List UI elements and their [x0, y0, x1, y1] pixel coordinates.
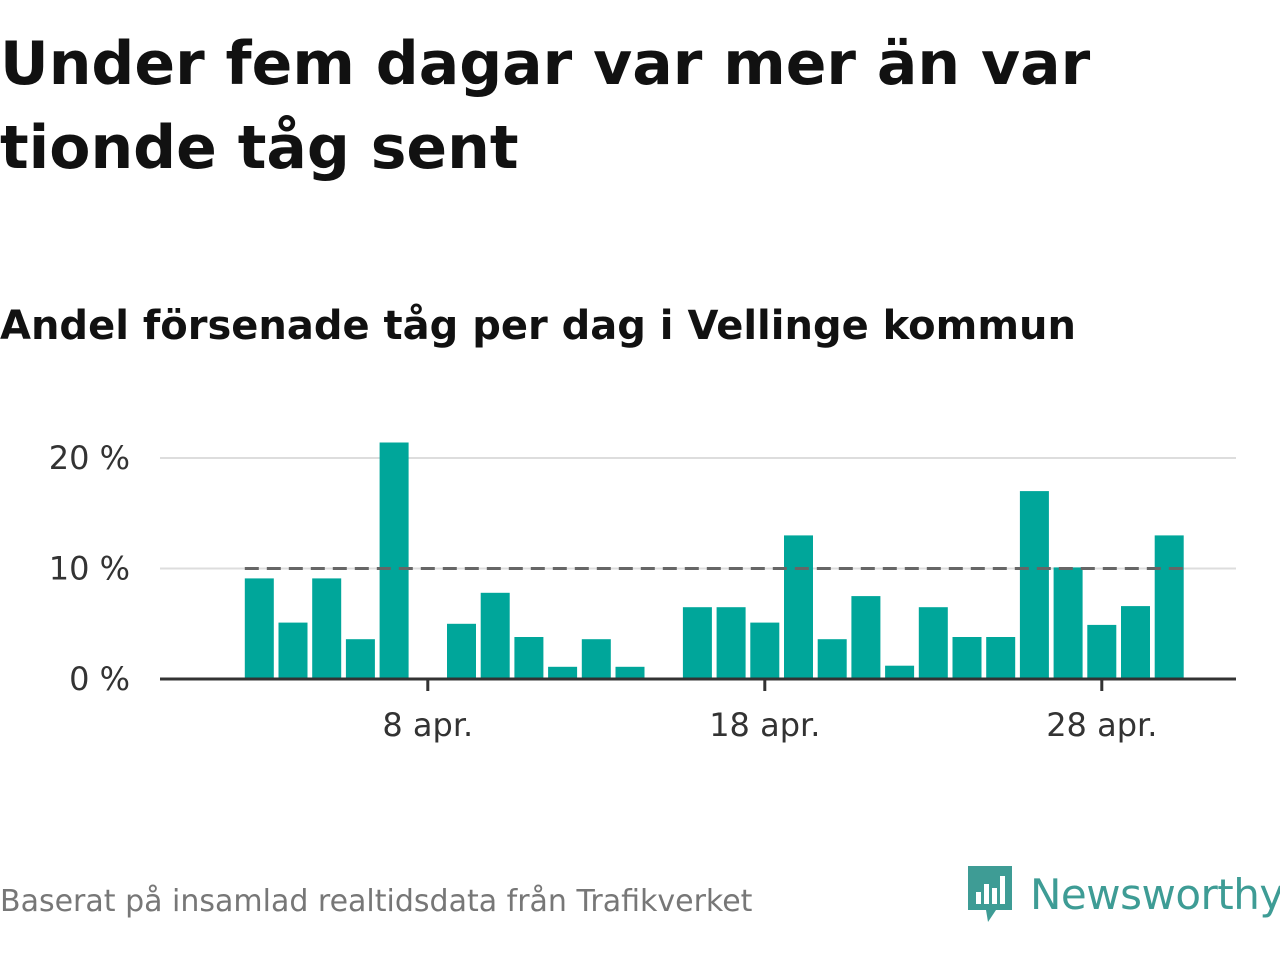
bar-apr-16	[682, 607, 712, 679]
y-tick-labels: 0 % 10 % 20 %	[49, 439, 130, 698]
brand-logo: Newsworthy	[964, 862, 1280, 926]
chart-title: Under fem dagar var mer än var tionde tå…	[0, 29, 1091, 183]
bar-apr-23	[918, 607, 948, 679]
bar-apr-13	[581, 639, 611, 679]
bars	[244, 442, 1184, 680]
bar-apr-21	[851, 596, 881, 679]
y-tick-label-20: 20 %	[49, 439, 130, 477]
brand-name: Newsworthy	[1030, 869, 1280, 919]
bar-apr-12	[548, 666, 578, 679]
bar-apr-17	[716, 607, 746, 679]
axes	[160, 677, 1236, 691]
bar-apr-7	[379, 442, 409, 679]
bar-apr-18	[750, 622, 780, 679]
x-tick-labels: 8 apr. 18 apr. 28 apr.	[382, 706, 1157, 744]
bar-apr-6	[345, 639, 375, 679]
bar-apr-3	[244, 578, 274, 679]
bar-apr-10	[480, 592, 510, 679]
x-tick-label-8: 8 apr.	[382, 706, 473, 744]
x-tick-label-28: 28 apr.	[1046, 706, 1157, 744]
grid-lines	[160, 457, 1236, 570]
bar-apr-30	[1154, 535, 1184, 679]
bar-chart: 0 % 10 % 20 % 8 apr. 18 apr. 28 apr.	[49, 439, 1236, 744]
bar-apr-28	[1087, 624, 1117, 679]
chart-subtitle: Andel försenade tåg per dag i Vellinge k…	[0, 303, 1076, 349]
y-tick-label-0: 0 %	[69, 660, 130, 698]
bar-apr-9	[447, 623, 476, 680]
bar-apr-25	[986, 637, 1016, 679]
bar-apr-5	[312, 578, 342, 679]
newsworthy-logo-icon	[968, 866, 1012, 922]
bar-apr-19	[784, 535, 813, 679]
bar-apr-29	[1121, 606, 1150, 679]
bar-apr-14	[615, 666, 645, 679]
bar-apr-11	[514, 637, 544, 679]
bar-apr-20	[817, 639, 847, 679]
bar-apr-24	[952, 637, 982, 679]
y-tick-label-10: 10 %	[49, 550, 130, 588]
source-note: Baserat på insamlad realtidsdata från Tr…	[0, 884, 753, 919]
bar-apr-27	[1053, 567, 1083, 679]
bar-apr-22	[885, 665, 915, 679]
bar-apr-4	[278, 622, 308, 679]
bar-apr-26	[1019, 491, 1049, 679]
x-tick-label-18: 18 apr.	[709, 706, 820, 744]
